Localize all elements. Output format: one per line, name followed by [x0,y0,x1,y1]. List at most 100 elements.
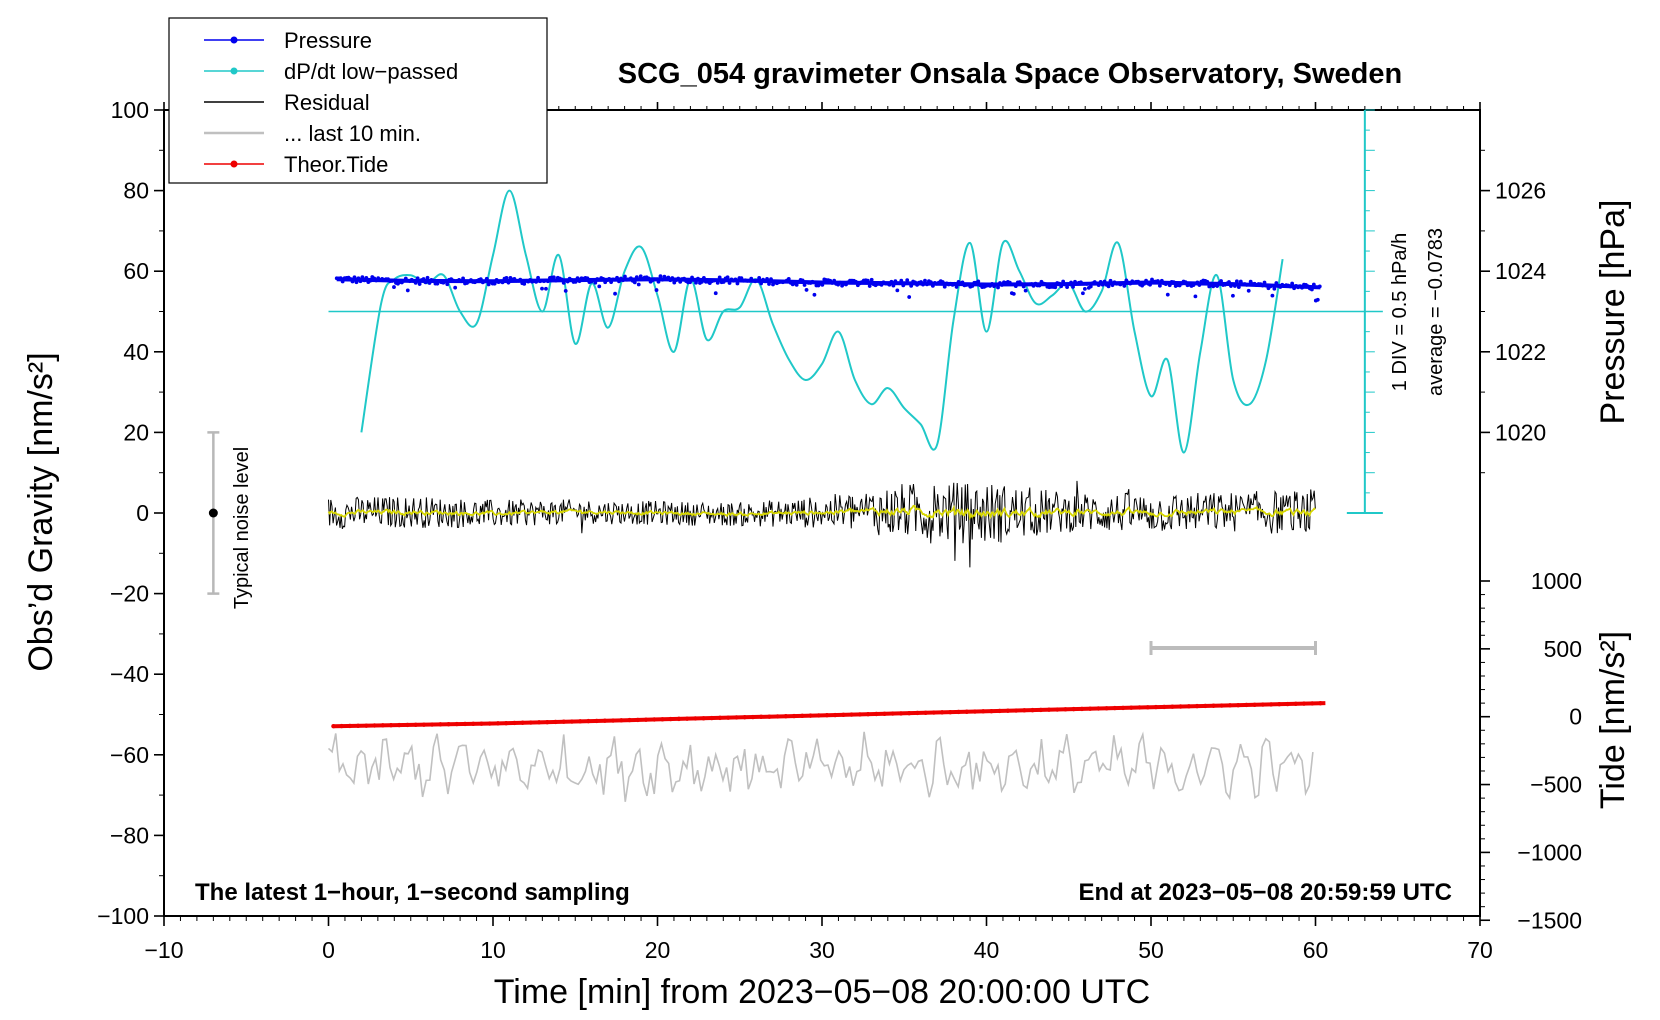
pressure-point [1311,282,1316,287]
tide-point [767,714,772,719]
pressure-point [1270,293,1275,298]
tide-point [380,723,385,728]
pressure-point [895,288,900,293]
tide-point [915,710,920,716]
pressure-point [717,275,722,280]
tide-point [610,718,616,723]
pressure-point [909,283,914,288]
tide-point [1013,708,1019,713]
tide-tick-label: −1000 [1517,839,1582,865]
pressure-point [461,276,465,281]
x-tick-label: 0 [322,937,335,963]
y-tick-label: 20 [123,419,149,445]
tide-point [824,713,830,718]
pressure-point [853,279,858,284]
tide-point [1235,702,1241,708]
pressure-point [1096,283,1101,288]
pressure-point [905,278,910,283]
tide-tick-label: −1500 [1517,907,1582,933]
pressure-point [356,276,361,281]
pressure-point [632,280,637,285]
pressure-point [715,280,720,285]
tide-point [438,722,443,727]
tide-point [832,712,838,718]
x-tick-label: 40 [974,937,1000,963]
pressure-point [621,278,625,283]
tide-point [355,723,361,728]
y-tick-label: 40 [123,339,149,365]
tide-point [849,712,854,717]
pressure-point [591,278,596,282]
tide-point [429,722,435,727]
tide-point [454,721,460,727]
pressure-point [1144,278,1148,283]
x-tick-label: 20 [645,937,671,963]
pressure-point [660,277,665,282]
pressure-point [921,282,925,287]
pressure-point [960,280,965,285]
pressure-point [907,295,912,299]
tide-point [553,719,558,725]
pressure-point [1300,285,1304,290]
pressure-point [445,282,450,287]
tide-point [1161,704,1167,710]
pressure-point [423,280,428,285]
tide-point [586,718,591,724]
tide-point [701,716,706,721]
x-tick-label: −10 [144,937,183,963]
tide-point [561,719,566,724]
pressure-point [889,279,894,284]
tide-point [1005,708,1011,713]
pressure-point [1157,283,1162,288]
pressure-point [1191,283,1196,287]
pressure-point [1215,284,1220,288]
tide-point [948,709,953,715]
pressure-point [654,288,659,292]
tide-point [923,710,928,715]
legend-label: Theor.Tide [284,152,388,177]
tide-point [619,718,624,723]
pressure-point [573,279,578,284]
pressure-point [976,279,981,284]
pressure-point [364,275,369,280]
pressure-point [1102,279,1107,284]
tide-point [758,714,764,720]
pressure-point [1110,283,1115,288]
tide-point [545,719,550,725]
y-axis-title-left: Obs’d Gravity [nm/s²] [22,352,60,671]
tide-point [1194,703,1200,709]
pressure-point [676,276,681,281]
pressure-point [350,279,355,284]
pressure-point [492,281,497,286]
tide-point [775,714,780,719]
tide-point [594,718,599,724]
tide-point [1022,708,1027,713]
y-axis-title-pressure: Pressure [hPa] [1594,200,1632,425]
pressure-point [459,279,463,284]
pressure-point [431,278,436,283]
tide-point [742,715,747,720]
pressure-point [425,275,430,280]
pressure-point [595,277,600,281]
tide-point [1038,707,1043,713]
pressure-point [810,279,815,284]
pressure-point [879,282,884,287]
pressure-point [794,282,799,287]
legend: Pressure dP/dt low−passed Residual ... last… [168,17,548,184]
pressure-point [1219,279,1223,283]
pressure-point [701,275,706,280]
pressure-point [1290,281,1295,286]
pressure-point [1011,291,1016,296]
pressure-point [1165,292,1170,297]
tide-point [865,712,871,717]
pressure-point [1260,283,1265,288]
pressure-point [1171,280,1176,285]
pressure-point [1043,282,1048,286]
pressure-point [869,277,874,282]
legend-item: Residual [204,90,370,115]
pressure-point [887,282,892,287]
pressure-point [1059,284,1064,289]
pressure-point [1053,285,1058,290]
pressure-point [607,277,612,281]
